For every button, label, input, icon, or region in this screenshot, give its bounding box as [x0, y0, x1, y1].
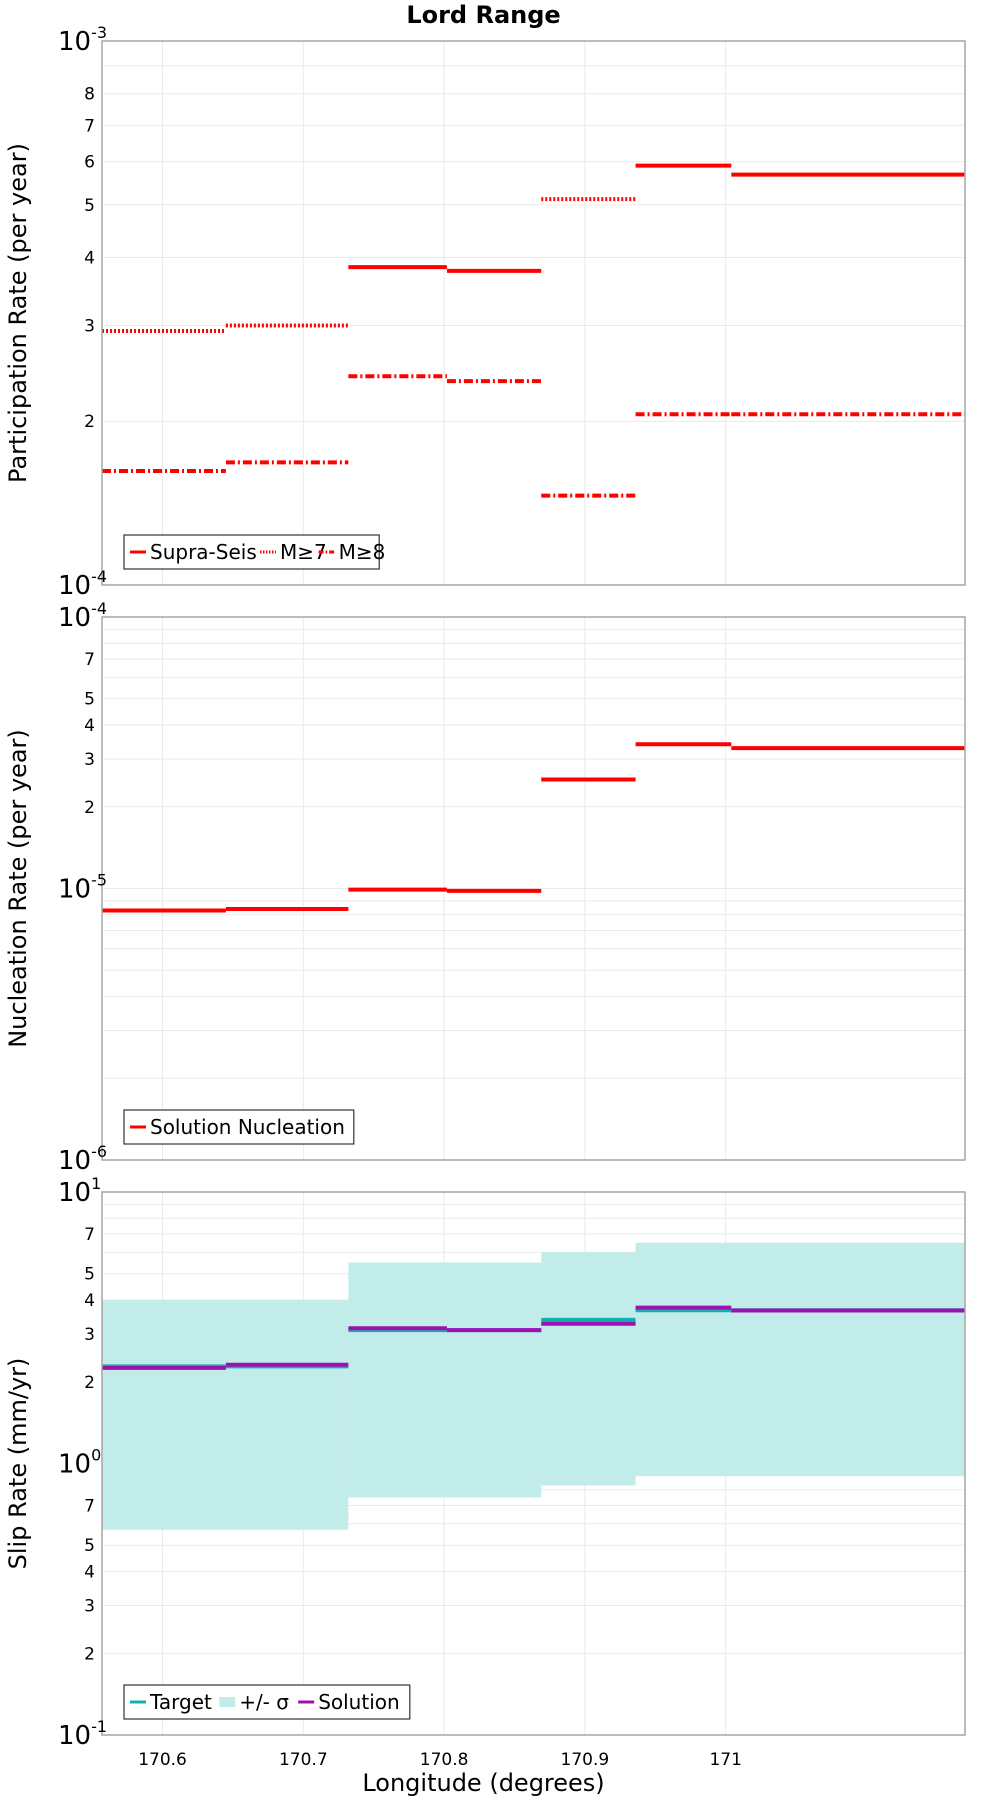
chart-panel-1: 8 7 6 5 4 3 2 10-3 10-4 Participation Rate (per y… — [4, 1, 966, 601]
series-supra-seis — [348, 163, 965, 273]
y-tick-label: 4 — [84, 1563, 95, 1583]
legend-box — [123, 534, 380, 570]
legend: Supra-Seis M≥7 M≥8 — [123, 534, 386, 570]
y-tick-label: 5 — [84, 690, 95, 710]
y-tick-label: 3 — [84, 1596, 95, 1616]
x-tick-label: 171 — [709, 1750, 741, 1770]
x-axis-label: Longitude (degrees) — [362, 1769, 604, 1797]
plot-frame — [101, 616, 966, 1161]
legend-box — [123, 1109, 355, 1145]
y-tick-label: 7 — [84, 1497, 95, 1517]
y-tick-label: 5 — [84, 1265, 95, 1285]
series-solution — [102, 1305, 965, 1370]
y-axis-label: Slip Rate (mm/yr) — [4, 1358, 32, 1570]
y-decade-label: 101 — [58, 1174, 101, 1208]
legend: Target +/- σ Solution — [123, 1684, 411, 1720]
legend-label: Solution — [318, 1690, 399, 1714]
x-tick-label: 170.6 — [138, 1750, 187, 1770]
y-tick-label: 2 — [84, 1644, 95, 1664]
series-m-7 — [102, 197, 636, 334]
y-tick-label: 5 — [84, 1536, 95, 1556]
y-tick-label: 3 — [84, 316, 95, 336]
series-m-8 — [102, 374, 965, 498]
y-decade-label: 10-3 — [58, 23, 107, 57]
y-tick-label: 3 — [84, 750, 95, 770]
x-tick-label: 170.8 — [420, 1750, 469, 1770]
legend-label: Target — [149, 1690, 212, 1714]
y-tick-label: 7 — [84, 116, 95, 136]
series-solution-nucleation — [102, 742, 965, 913]
y-tick-label: 3 — [84, 1325, 95, 1345]
plot-area — [102, 41, 965, 585]
y-tick-label: 4 — [84, 248, 95, 268]
y-decade-label: 10-1 — [58, 1717, 107, 1751]
legend-label: Supra-Seis — [150, 540, 257, 564]
y-tick-label: 7 — [84, 650, 95, 670]
plot-frame — [101, 1191, 966, 1736]
y-tick-label: 2 — [84, 1373, 95, 1393]
x-tick-label: 170.7 — [279, 1750, 328, 1770]
x-tick-label: 170.9 — [561, 1750, 610, 1770]
y-axis-label: Participation Rate (per year) — [4, 143, 32, 483]
chart-panel-2: 7 5 4 3 2 10-4 10-5 10-6 Nucleation Rate (per ye… — [4, 599, 966, 1176]
legend-label: +/- σ — [239, 1690, 289, 1714]
y-decade-label: 10-5 — [58, 871, 107, 905]
chart-panel-3: 7 5 4 3 2 7 5 4 3 2 101 100 10-1 Slip Rate (mm/yr) 170… — [4, 1174, 966, 1797]
y-decade-label: 10-4 — [58, 567, 107, 601]
legend-label: Solution Nucleation — [150, 1115, 345, 1139]
y-tick-label: 7 — [84, 1225, 95, 1245]
sigma-band-segment — [541, 1252, 636, 1486]
y-tick-label: 5 — [84, 196, 95, 216]
y-decade-label: 100 — [58, 1446, 101, 1480]
y-axis-label: Nucleation Rate (per year) — [4, 729, 32, 1048]
y-tick-label: 4 — [84, 716, 95, 736]
sigma-band-segment — [635, 1242, 965, 1476]
chart-title: Lord Range — [406, 1, 560, 29]
y-tick-label: 8 — [84, 85, 95, 105]
y-decade-label: 10-6 — [58, 1142, 107, 1176]
sigma-band-segment — [102, 1300, 349, 1530]
legend-box — [123, 1684, 411, 1720]
y-tick-label: 2 — [84, 798, 95, 818]
legend: Solution Nucleation — [123, 1109, 355, 1145]
legend-label: M≥8 — [339, 540, 386, 564]
plot-frame — [101, 40, 966, 586]
y-decade-label: 10-4 — [58, 599, 107, 633]
y-tick-label: 6 — [84, 153, 95, 173]
sigma-band-segment — [348, 1262, 542, 1498]
y-tick-label: 2 — [84, 412, 95, 432]
y-tick-label: 4 — [84, 1291, 95, 1311]
legend-swatch — [219, 1697, 236, 1707]
